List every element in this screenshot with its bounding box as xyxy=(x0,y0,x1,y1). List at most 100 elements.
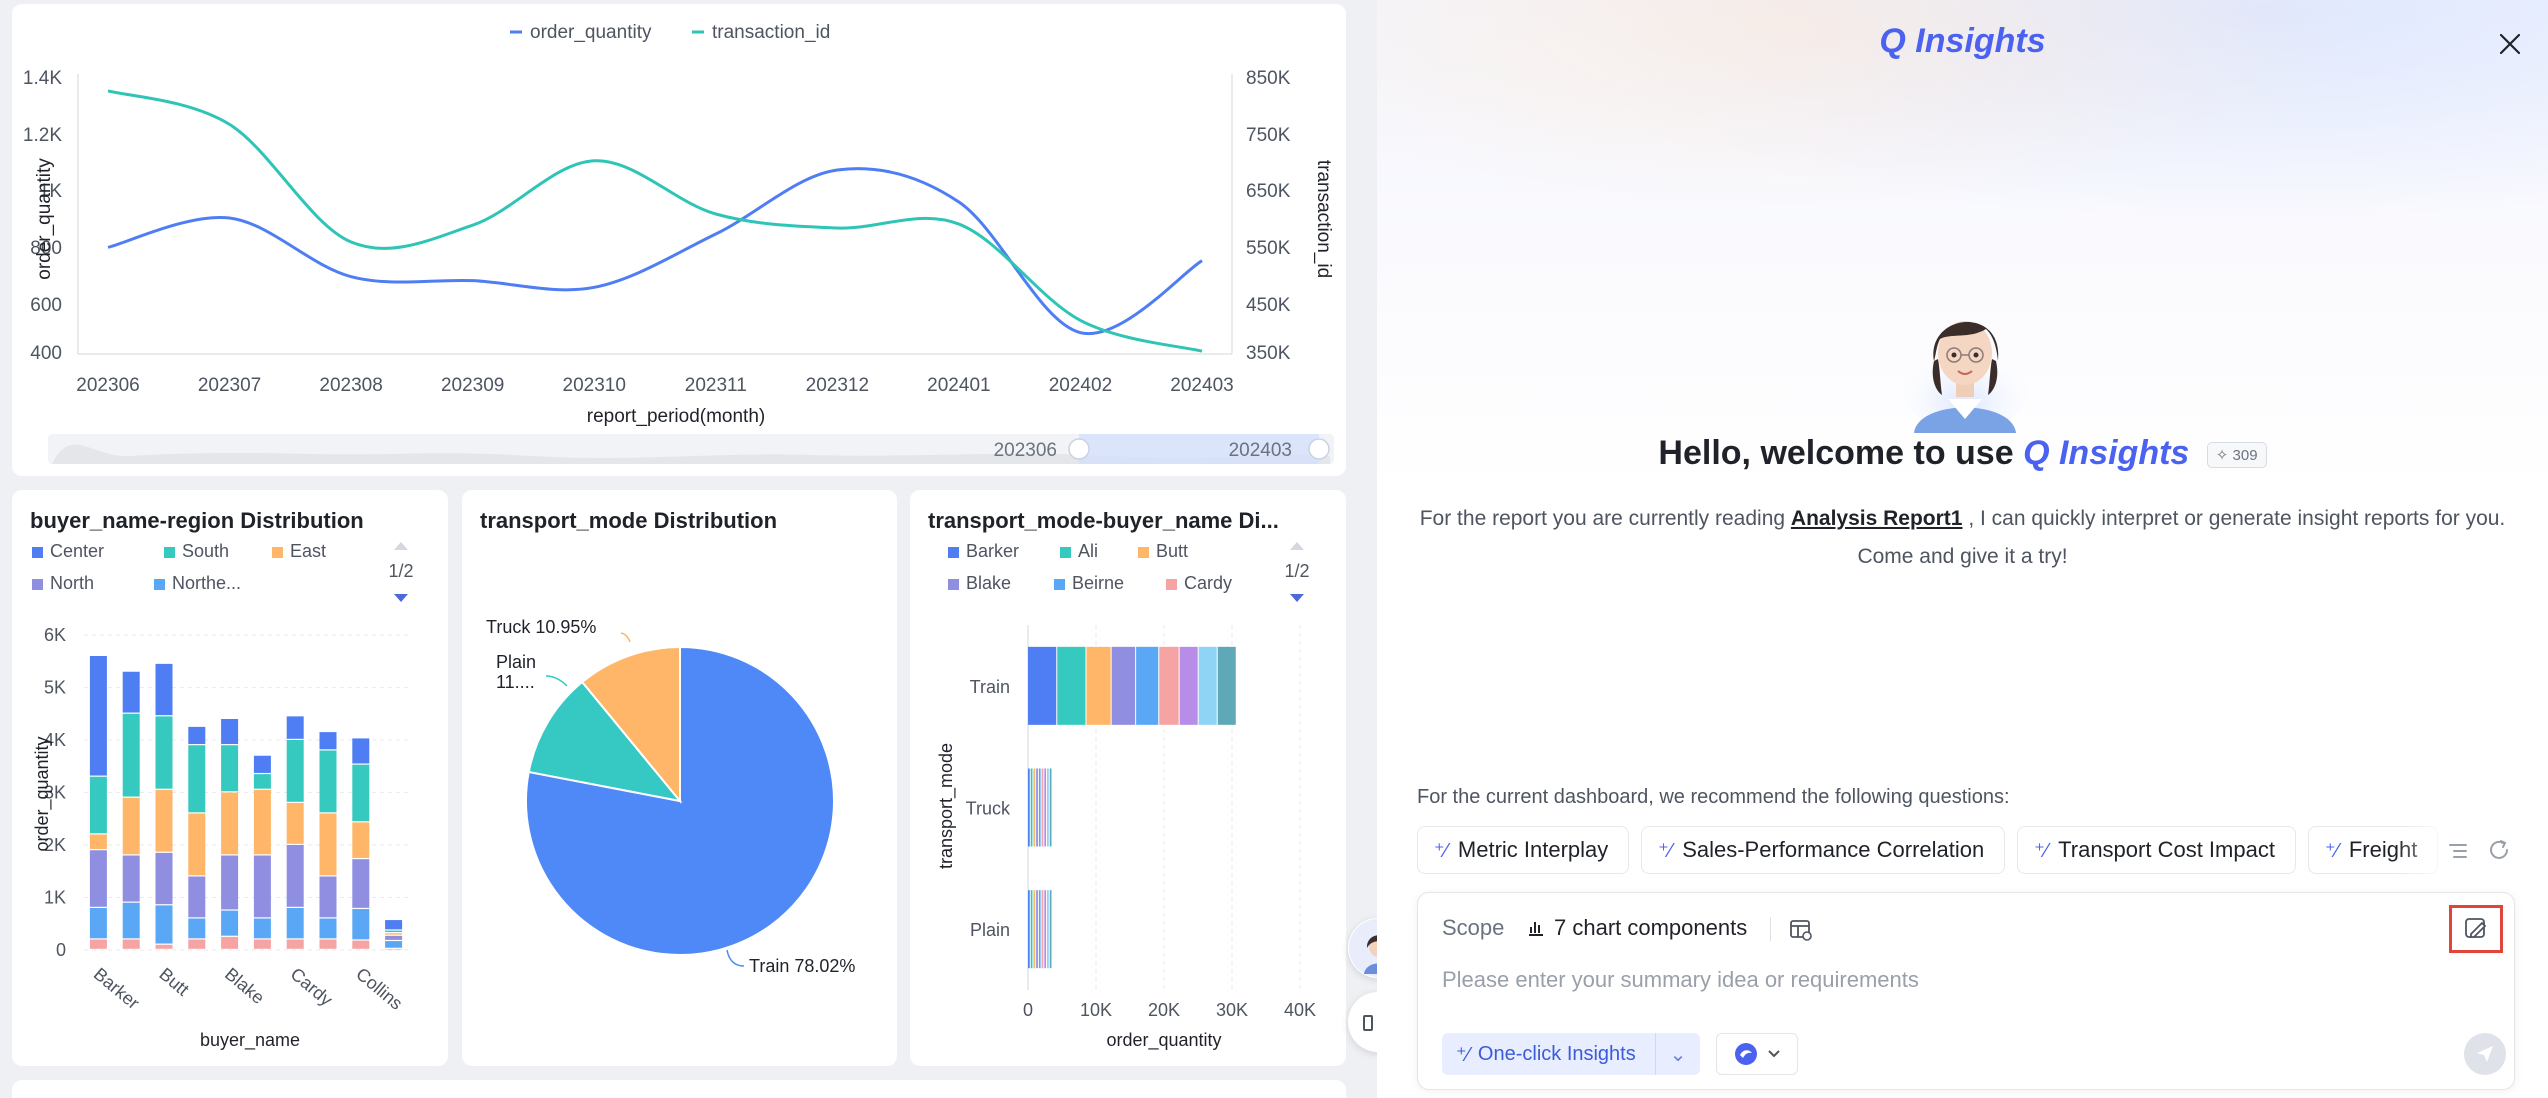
legend-item[interactable]: Beirne xyxy=(1072,573,1124,593)
bar-segment xyxy=(221,719,239,745)
left-tick: 400 xyxy=(30,343,62,364)
right-tick: 750K xyxy=(1246,125,1291,146)
stacked-bar-title: buyer_name-region Distribution xyxy=(30,508,364,533)
chips-fade xyxy=(2397,826,2507,874)
edit-prompt-button[interactable] xyxy=(2449,905,2503,953)
bar-segment xyxy=(1030,768,1033,847)
legend-item[interactable]: Cardy xyxy=(1184,573,1232,593)
legend-order-quantity[interactable]: order_quantity xyxy=(530,22,652,43)
legend-item[interactable]: Ali xyxy=(1078,541,1098,561)
pager-down-icon[interactable] xyxy=(394,594,408,602)
plain-leader xyxy=(545,675,568,687)
x-tick-label: 202308 xyxy=(319,375,382,396)
pie-slices xyxy=(525,645,835,956)
bar-segment xyxy=(89,656,107,776)
scope-selector[interactable]: 7 chart components xyxy=(1526,915,1747,941)
series-line-order_quantity xyxy=(107,167,1203,336)
magic-wand-icon: ⁺⁄ xyxy=(2324,839,2339,862)
chip-label: Sales-Performance Correlation xyxy=(1682,837,1985,862)
bar-segment xyxy=(1033,768,1036,847)
bar-segment xyxy=(122,939,140,949)
bar-segment xyxy=(286,845,304,907)
legend-item[interactable]: East xyxy=(290,541,326,561)
bar-segment xyxy=(188,939,206,949)
pie-label-plain-2: 11.... xyxy=(496,672,535,692)
bar-segment xyxy=(352,940,370,949)
bar-segment xyxy=(253,939,271,949)
bar-segment xyxy=(1057,646,1086,725)
bar-segment xyxy=(1041,890,1044,969)
legend-swatch xyxy=(1138,547,1149,558)
bar-segment xyxy=(1044,890,1047,969)
bar-segment xyxy=(89,776,107,834)
bar-segment xyxy=(1047,768,1049,847)
truck-leader xyxy=(620,632,631,643)
hbar-legend[interactable]: Barker Ali Butt Blake Beirne Cardy xyxy=(948,541,1232,593)
grid-icon xyxy=(1363,1015,1373,1031)
legend-pager[interactable]: 1/2 xyxy=(388,542,414,602)
scope-value: 7 chart components xyxy=(1554,915,1748,940)
bar-segment xyxy=(385,920,403,930)
legend-swatch xyxy=(272,547,283,558)
welcome-heading: Hello, welcome to use Q Insights ✧ 309 xyxy=(1377,434,2548,473)
legend-item[interactable]: North xyxy=(50,573,94,593)
bar-segment xyxy=(155,852,173,905)
bar-segment xyxy=(286,803,304,844)
bar-segment xyxy=(1028,646,1057,725)
pager-up-icon[interactable] xyxy=(1290,542,1304,550)
refresh-icon[interactable] xyxy=(2487,838,2511,862)
x-tick-label: Collins xyxy=(352,964,406,1014)
report-link[interactable]: Analysis Report1 xyxy=(1790,507,1963,530)
category-label: Train xyxy=(970,677,1010,697)
question-chip[interactable]: ⁺⁄ Metric Interplay xyxy=(1417,826,1630,874)
legend-item[interactable]: Blake xyxy=(966,573,1011,593)
pager-up-icon[interactable] xyxy=(394,542,408,550)
bar-segment xyxy=(286,939,304,949)
magic-wand-icon: ⁺⁄ xyxy=(1434,839,1448,862)
usage-badge: ✧ 309 xyxy=(2206,442,2267,469)
x-tick-label: 10K xyxy=(1080,1000,1112,1020)
legend-item[interactable]: South xyxy=(182,541,229,561)
list-icon[interactable] xyxy=(2447,840,2469,862)
edit-pen-icon xyxy=(2465,918,2487,938)
legend-item[interactable]: Barker xyxy=(966,541,1019,561)
x-tick-label: Butt xyxy=(155,964,192,1000)
next-card-strip xyxy=(12,1080,1346,1098)
one-click-insights-button[interactable]: ⁺⁄ One-click Insights ⌄ xyxy=(1442,1033,1700,1075)
y-axis-label: order_quantity xyxy=(32,736,53,851)
intro-after: , I can quickly interpret or generate in… xyxy=(1968,507,2506,530)
slider-handle-end[interactable] xyxy=(1308,438,1330,460)
table-settings-icon[interactable] xyxy=(1788,917,1814,943)
y-tick-label: 2K xyxy=(44,835,66,855)
bar-segment xyxy=(1036,768,1038,847)
legend-swatch xyxy=(154,579,165,590)
send-button[interactable] xyxy=(2464,1033,2506,1075)
legend-swatch xyxy=(32,547,43,558)
x-tick-label: Cardy xyxy=(287,964,337,1010)
bar-segment xyxy=(319,876,337,918)
magic-wand-icon: ⁺⁄ xyxy=(1456,1043,1470,1066)
stacked-bar-legend[interactable]: Center South East North Northe... xyxy=(32,541,326,593)
slider-selection[interactable] xyxy=(1079,434,1319,464)
legend-pager[interactable]: 1/2 xyxy=(1284,542,1310,602)
legend-item[interactable]: Butt xyxy=(1156,541,1188,561)
question-chip[interactable]: ⁺⁄ Sales-Performance Correlation xyxy=(1641,826,2006,874)
question-chip[interactable]: ⁺⁄ Transport Cost Impact xyxy=(2017,826,2296,874)
model-selector[interactable] xyxy=(1716,1033,1798,1075)
bar-segment xyxy=(1033,890,1036,969)
one-click-main[interactable]: ⁺⁄ One-click Insights xyxy=(1442,1033,1656,1075)
bar-segment xyxy=(188,918,206,939)
range-slider[interactable]: 202306 202403 xyxy=(48,434,1334,464)
line-legend[interactable]: order_quantity transaction_id xyxy=(510,22,830,43)
legend-item[interactable]: Northe... xyxy=(172,573,241,593)
chip-label: Transport Cost Impact xyxy=(2058,837,2275,862)
prompt-input[interactable]: Please enter your summary idea or requir… xyxy=(1442,967,1919,992)
slider-handle-start[interactable] xyxy=(1068,438,1090,460)
bar-segment xyxy=(221,910,239,936)
pager-down-icon[interactable] xyxy=(1290,594,1304,602)
legend-transaction-id[interactable]: transaction_id xyxy=(712,22,830,43)
chevron-down-icon[interactable]: ⌄ xyxy=(1669,1043,1687,1066)
close-button[interactable] xyxy=(2494,28,2526,60)
one-click-label: One-click Insights xyxy=(1477,1042,1636,1065)
legend-item[interactable]: Center xyxy=(50,541,104,561)
